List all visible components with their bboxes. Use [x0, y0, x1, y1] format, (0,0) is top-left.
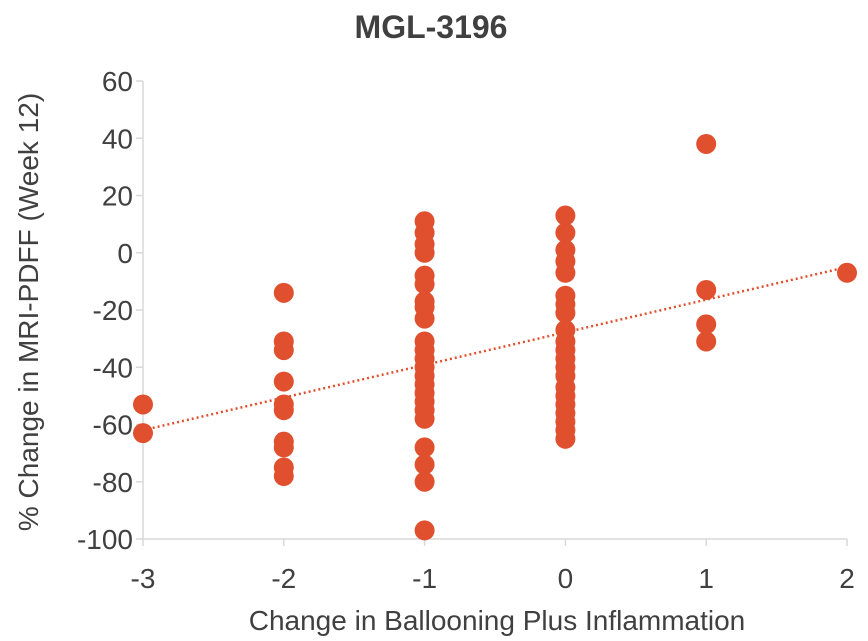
data-point [414, 454, 435, 475]
x-axis-title: Change in Ballooning Plus Inflammation [249, 605, 746, 636]
y-tick-label: 40 [102, 123, 133, 154]
data-point [696, 133, 717, 154]
y-tick-label: 60 [102, 66, 133, 97]
x-tick-label: -3 [131, 563, 156, 594]
y-axis-title-group: % Change in MRI-PDFF (Week 12) [13, 93, 44, 531]
data-point [273, 340, 294, 361]
chart-title: MGL-3196 [355, 9, 508, 45]
x-tick-label: 1 [698, 563, 714, 594]
y-tick-label: 20 [102, 181, 133, 212]
data-point [133, 423, 153, 444]
x-tick-label: 0 [558, 563, 574, 594]
x-ticks: -3 -2 -1 0 1 2 [131, 539, 855, 594]
y-ticks: -100 -80 -60 -40 -20 0 20 40 60 [77, 66, 143, 555]
data-point [414, 408, 435, 429]
x-tick-label: 2 [839, 563, 855, 594]
data-point [414, 274, 435, 295]
data-point [273, 282, 294, 303]
data-point [555, 428, 576, 449]
data-point [696, 331, 717, 352]
x-tick-label: -1 [412, 563, 437, 594]
data-point [555, 262, 576, 283]
data-point [273, 466, 294, 487]
data-point [555, 222, 576, 243]
data-point [696, 279, 717, 300]
y-tick-label: -40 [93, 352, 133, 383]
data-point [696, 314, 717, 335]
y-tick-label: 0 [117, 238, 133, 269]
data-point [555, 205, 576, 226]
data-points [133, 133, 857, 541]
data-point [837, 262, 857, 283]
data-point [414, 308, 435, 329]
y-axis-title: % Change in MRI-PDFF (Week 12) [13, 93, 44, 531]
y-tick-label: -80 [93, 467, 133, 498]
y-tick-label: -20 [93, 295, 133, 326]
y-tick-label: -60 [93, 410, 133, 441]
data-point [273, 371, 294, 392]
data-point [414, 520, 435, 541]
data-point [273, 437, 294, 458]
data-point [414, 471, 435, 492]
y-tick-label: -100 [77, 524, 133, 555]
trendline [142, 265, 848, 432]
data-point [414, 437, 435, 458]
data-point [273, 400, 294, 421]
x-tick-label: -2 [271, 563, 296, 594]
data-point [133, 394, 153, 415]
data-point [555, 302, 576, 323]
data-point [414, 242, 435, 263]
